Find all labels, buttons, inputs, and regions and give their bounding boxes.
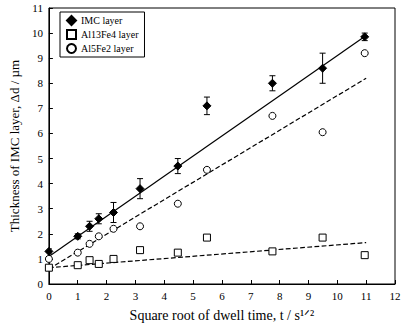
svg-text:Al13Fe4 layer: Al13Fe4 layer — [81, 29, 139, 40]
svg-text:Square root of dwell time, t /: Square root of dwell time, t / s¹ᐟ² — [130, 308, 315, 323]
svg-text:5: 5 — [37, 153, 43, 165]
svg-text:4: 4 — [37, 178, 43, 190]
svg-text:0: 0 — [37, 278, 43, 290]
svg-text:4: 4 — [162, 290, 168, 302]
svg-text:2: 2 — [37, 228, 43, 240]
svg-text:5: 5 — [190, 290, 196, 302]
svg-text:1: 1 — [37, 253, 43, 265]
svg-text:9: 9 — [37, 52, 43, 64]
svg-text:IMC layer: IMC layer — [81, 15, 123, 26]
svg-text:12: 12 — [390, 290, 401, 302]
svg-text:8: 8 — [277, 290, 283, 302]
svg-text:6: 6 — [219, 290, 225, 302]
svg-text:10: 10 — [32, 27, 44, 39]
svg-text:11: 11 — [361, 290, 372, 302]
svg-text:1: 1 — [75, 290, 81, 302]
svg-text:0: 0 — [46, 290, 52, 302]
svg-text:Thickness of IMC layer, Δd / µ: Thickness of IMC layer, Δd / µm — [7, 60, 22, 232]
svg-text:2: 2 — [104, 290, 110, 302]
svg-text:11: 11 — [32, 2, 43, 14]
svg-text:8: 8 — [37, 77, 43, 89]
svg-text:3: 3 — [133, 290, 139, 302]
svg-text:6: 6 — [37, 127, 43, 139]
svg-text:10: 10 — [332, 290, 344, 302]
svg-text:Al5Fe2 layer: Al5Fe2 layer — [81, 43, 134, 54]
svg-text:3: 3 — [37, 203, 43, 215]
svg-text:9: 9 — [306, 290, 312, 302]
svg-text:7: 7 — [37, 102, 43, 114]
svg-text:7: 7 — [248, 290, 254, 302]
